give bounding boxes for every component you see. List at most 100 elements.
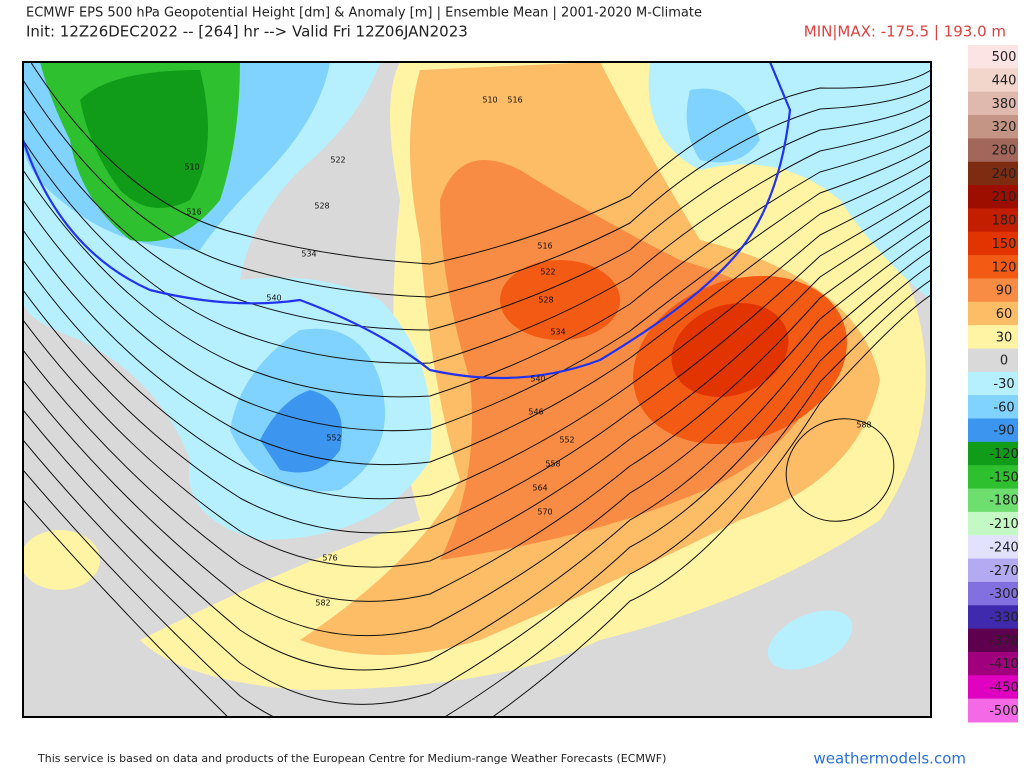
colorbar-label: -210 [989,517,1019,532]
contour [23,144,931,432]
colorbar-swatch [968,628,1018,653]
colorbar-label: -270 [989,564,1019,579]
colorbar-swatch [968,511,1018,536]
contour-label: 522 [540,268,555,277]
contour-label: 510 [482,96,497,105]
contour-label: 528 [314,202,329,211]
colorbar-label: 0 [1000,354,1008,369]
colorbar-label: -450 [989,680,1019,695]
contour [23,79,931,298]
colorbar-label: -300 [989,587,1019,602]
colorbar-swatch [968,161,1018,186]
colorbar-label: 120 [992,260,1017,275]
colorbar-swatch [968,698,1018,723]
contour-label: 564 [532,484,547,493]
colorbar-swatch [968,581,1018,606]
colorbar-swatch [968,535,1018,560]
colorbar-label: -150 [989,470,1019,485]
colorbar-swatch [968,301,1018,326]
colorbar-label: -240 [989,540,1019,555]
colorbar-swatch [968,441,1018,466]
contour-label: 528 [538,296,553,305]
colorbar-label: 180 [992,214,1017,229]
contour [23,249,931,671]
colorbar-swatch [968,138,1018,163]
subtitle: Init: 12Z26DEC2022 -- [264] hr --> Valid… [26,23,468,41]
map: 510 516 516 522 528 534 540 516 522 528 534 540 546 5… [23,62,931,717]
colorbar-swatch [968,208,1018,233]
contour-label: 510 [184,163,199,172]
contour-label: 534 [550,328,565,337]
colorbar-swatch [968,651,1018,676]
contour [23,129,931,398]
contour [23,99,931,331]
min-max: MIN|MAX: -175.5 | 193.0 m [804,23,1006,41]
colorbar-label: -180 [989,494,1019,509]
contour-label: 552 [326,434,341,443]
colorbar-label: 150 [992,237,1017,252]
contour-label: 516 [186,208,201,217]
colorbar-label: -370 [989,634,1019,649]
colorbar-swatch [968,45,1018,69]
contour [23,279,931,717]
colorbar-swatch [968,465,1018,490]
contour [23,189,931,534]
colorbar-swatch [968,418,1018,443]
colorbar-label: 30 [996,330,1013,345]
colorbar-swatch [968,231,1018,256]
contour-label: 546 [528,408,543,417]
contour [23,114,931,364]
colorbar-label: 380 [992,97,1017,112]
contour [30,62,931,265]
contour-label: 552 [559,436,574,445]
colorbar-swatch [968,605,1018,630]
contour-label: 540 [530,375,545,384]
contour [23,204,931,568]
colorbar-label: -120 [989,447,1019,462]
footer-site[interactable]: weathermodels.com [813,750,966,768]
contour-label: 516 [507,96,522,105]
contour-label: 582 [315,599,330,608]
colorbar-label: 500 [992,50,1017,65]
colorbar-swatch [968,395,1018,420]
contour [23,174,931,500]
colorbar-swatch [968,278,1018,303]
colorbar-label: 280 [992,144,1017,159]
colorbar-label: 90 [996,284,1013,299]
contour-label: 588 [856,421,871,430]
contour [23,159,931,466]
colorbar-label: -500 [989,704,1019,719]
contour [23,294,931,717]
contour [23,264,931,705]
colorbar-label: 60 [996,307,1013,322]
colorbar-swatch [968,115,1018,139]
colorbar-label: -30 [993,377,1014,392]
footer-note: This service is based on data and produc… [37,752,666,765]
colorbar-swatch [968,185,1018,209]
colorbar-swatch [968,488,1018,513]
colorbar-label: -330 [989,610,1019,625]
colorbar-swatch [968,255,1018,279]
colorbar-swatch [968,675,1018,700]
colorbar-swatch [968,91,1018,116]
colorbar-swatch [968,558,1018,583]
contour [23,219,931,602]
colorbar-label: -90 [993,424,1014,439]
contour-label: 534 [301,250,316,259]
colorbar-label: -410 [989,657,1019,672]
colorbar-swatch [968,371,1018,396]
colorbar-label: 240 [992,167,1017,182]
colorbar-label: 320 [992,120,1017,135]
contour [23,234,931,637]
colorbar-swatch [968,348,1018,373]
colorbar-label: 210 [992,190,1017,205]
contour-label: 576 [322,554,337,563]
contour-label: 558 [545,460,560,469]
contour-label: 540 [266,294,281,303]
colorbar-swatch [968,68,1018,93]
colorbar-label: 440 [992,74,1017,89]
contour-label: 516 [537,242,552,251]
contour-label: 570 [537,508,552,517]
